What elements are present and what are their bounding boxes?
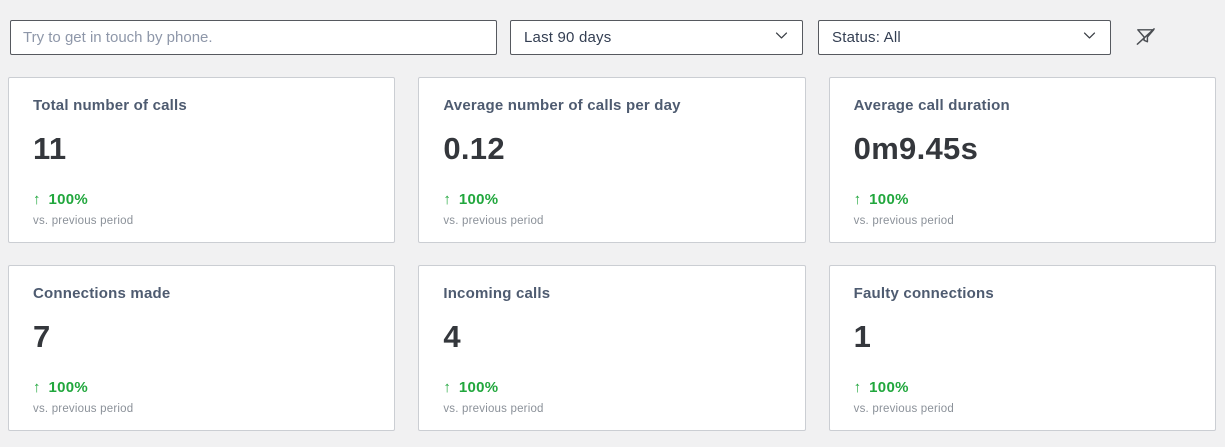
stat-card-value: 4 bbox=[443, 319, 461, 354]
search-input[interactable] bbox=[10, 20, 497, 55]
trend-value: 100% bbox=[458, 379, 499, 396]
stat-card-title: Total number of calls bbox=[33, 97, 187, 114]
trend-row: ↑ 100% bbox=[443, 190, 780, 210]
comparison-label: vs. previous period bbox=[853, 215, 954, 227]
stat-card-title: Average call duration bbox=[853, 97, 1010, 114]
arrow-up-icon: ↑ bbox=[443, 191, 451, 208]
stat-card-value: 7 bbox=[33, 319, 51, 354]
comparison-label: vs. previous period bbox=[853, 403, 954, 415]
trend-value: 100% bbox=[869, 191, 909, 208]
trend-row: ↑ 100% bbox=[854, 190, 1191, 210]
stat-card-connections-made: Connections made 7 ↑ 100% vs. previous p… bbox=[8, 265, 396, 431]
chevron-down-icon bbox=[1081, 27, 1098, 49]
clear-filters-button[interactable] bbox=[1132, 25, 1158, 51]
arrow-up-icon: ↑ bbox=[853, 191, 862, 208]
status-value: Status: All bbox=[832, 29, 901, 46]
stat-card-title: Average number of calls per day bbox=[443, 97, 681, 114]
stat-card-value: 0.12 bbox=[443, 131, 505, 166]
comparison-label: vs. previous period bbox=[443, 215, 544, 227]
trend-value: 100% bbox=[458, 191, 499, 208]
trend-row: ↑ 100% bbox=[33, 378, 370, 398]
stat-card-title: Connections made bbox=[33, 285, 171, 302]
stat-card-avg-calls-per-day: Average number of calls per day 0.12 ↑ 1… bbox=[418, 77, 806, 243]
arrow-up-icon: ↑ bbox=[853, 379, 862, 396]
comparison-label: vs. previous period bbox=[33, 215, 134, 227]
filter-off-icon bbox=[1134, 25, 1157, 51]
arrow-up-icon: ↑ bbox=[443, 379, 451, 396]
stat-card-avg-call-duration: Average call duration 0m9.45s ↑ 100% vs.… bbox=[828, 77, 1216, 243]
stat-card-faulty-connections: Faulty connections 1 ↑ 100% vs. previous… bbox=[828, 265, 1216, 431]
date-range-dropdown[interactable]: Last 90 days bbox=[510, 20, 803, 55]
status-dropdown[interactable]: Status: All bbox=[818, 20, 1111, 55]
comparison-label: vs. previous period bbox=[33, 403, 134, 415]
comparison-label: vs. previous period bbox=[443, 403, 544, 415]
arrow-up-icon: ↑ bbox=[33, 191, 41, 208]
stats-cards-grid: Total number of calls 11 ↑ 100% vs. prev… bbox=[8, 77, 1216, 431]
chevron-down-icon bbox=[773, 27, 790, 49]
stat-card-value: 1 bbox=[853, 319, 872, 354]
trend-value: 100% bbox=[869, 379, 909, 396]
stat-card-value: 11 bbox=[33, 131, 67, 166]
stat-card-total-calls: Total number of calls 11 ↑ 100% vs. prev… bbox=[8, 77, 396, 243]
stat-card-title: Incoming calls bbox=[443, 285, 551, 302]
trend-value: 100% bbox=[48, 191, 89, 208]
stat-card-incoming-calls: Incoming calls 4 ↑ 100% vs. previous per… bbox=[418, 265, 806, 431]
trend-row: ↑ 100% bbox=[33, 190, 370, 210]
trend-row: ↑ 100% bbox=[443, 378, 780, 398]
date-range-value: Last 90 days bbox=[524, 29, 612, 46]
filters-toolbar: Last 90 days Status: All bbox=[10, 20, 1225, 55]
trend-row: ↑ 100% bbox=[854, 378, 1191, 398]
stat-card-title: Faulty connections bbox=[853, 285, 994, 302]
stat-card-value: 0m9.45s bbox=[853, 131, 979, 166]
trend-value: 100% bbox=[48, 379, 89, 396]
arrow-up-icon: ↑ bbox=[33, 379, 41, 396]
